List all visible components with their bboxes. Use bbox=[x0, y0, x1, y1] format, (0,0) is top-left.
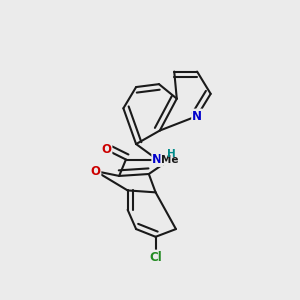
Text: N: N bbox=[192, 110, 202, 122]
Text: Cl: Cl bbox=[149, 250, 162, 264]
Text: O: O bbox=[90, 165, 100, 178]
Text: O: O bbox=[101, 143, 111, 156]
Text: N: N bbox=[152, 153, 162, 166]
Text: Me: Me bbox=[161, 154, 179, 164]
Text: H: H bbox=[167, 149, 176, 159]
